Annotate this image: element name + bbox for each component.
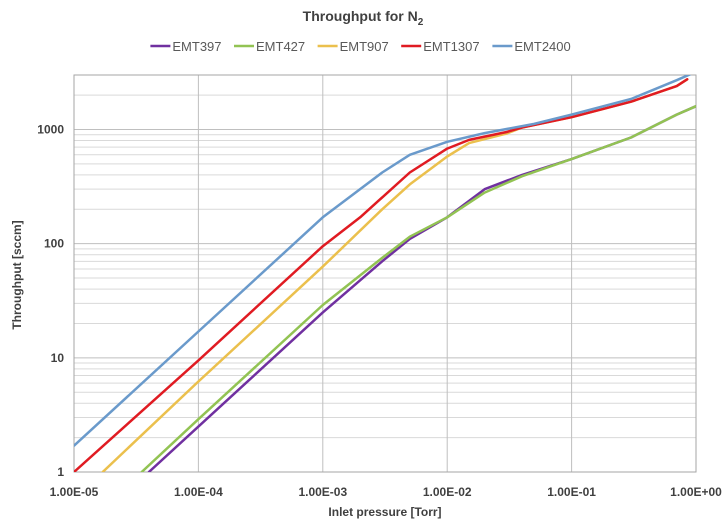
legend: EMT397 EMT427 EMT907 EMT1307 EMT2400: [150, 39, 571, 54]
plot-area: [73, 74, 697, 473]
x-tick-label: 1.00E-04: [174, 485, 223, 499]
x-tick-label: 1.00E-03: [298, 485, 347, 499]
y-tick-label: 10: [51, 351, 65, 365]
series-line-emt427: [140, 104, 696, 472]
y-axis-title: Throughput [sccm]: [10, 220, 24, 329]
series-line-emt2400: [74, 75, 692, 447]
legend-label: EMT907: [340, 39, 389, 54]
x-tick-label: 1.00E-05: [50, 485, 99, 499]
y-tick-label: 1000: [37, 122, 64, 136]
series-line-emt907: [101, 78, 689, 472]
series-layer: [74, 75, 696, 472]
x-tick-labels: 1.00E-05 1.00E-04 1.00E-03 1.00E-02 1.00E-01…: [50, 485, 723, 499]
legend-label: EMT1307: [423, 39, 479, 54]
x-axis-title: Inlet pressure [Torr]: [328, 505, 441, 519]
legend-label: EMT397: [172, 39, 221, 54]
chart-title: Throughput for N2: [303, 8, 424, 28]
y-tick-labels: 1 10 100 1000: [37, 122, 64, 479]
legend-label: EMT427: [256, 39, 305, 54]
chart-title-subscript: 2: [418, 17, 424, 28]
legend-label: EMT2400: [514, 39, 570, 54]
x-tick-label: 1.00E-01: [547, 485, 596, 499]
x-tick-label: 1.00E-02: [423, 485, 472, 499]
series-line-emt1307: [74, 78, 689, 472]
y-tick-label: 100: [44, 237, 64, 251]
y-tick-label: 1: [57, 465, 64, 479]
x-tick-label: 1.00E+00: [670, 485, 722, 499]
